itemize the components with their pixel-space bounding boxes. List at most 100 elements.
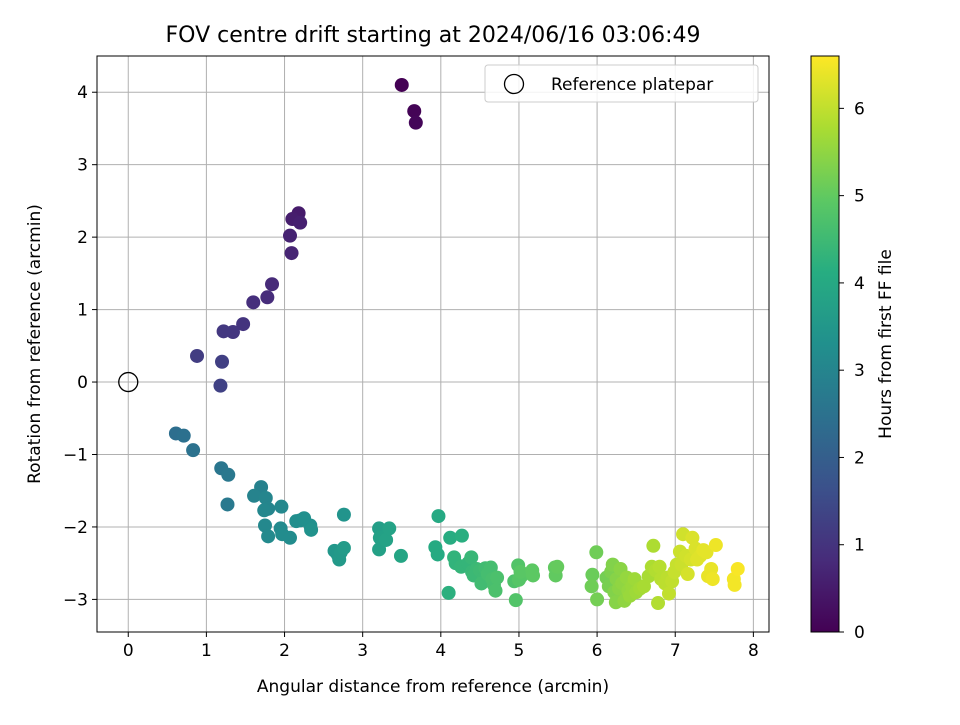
reference-point <box>118 371 139 393</box>
y-tick-label: −1 <box>63 445 88 465</box>
data-point <box>550 559 565 574</box>
data-points <box>168 77 745 611</box>
colorbar-tick-label: 0 <box>854 623 865 643</box>
data-point <box>176 428 191 443</box>
x-tick-label: 4 <box>435 641 446 661</box>
data-point <box>483 560 498 575</box>
data-point <box>247 488 262 503</box>
data-point <box>258 490 273 505</box>
data-point <box>443 530 458 545</box>
colorbar-ticks: 0 1 2 3 4 5 6 <box>839 99 865 643</box>
data-point <box>382 521 397 536</box>
y-tick-label: −3 <box>63 590 88 610</box>
data-point <box>441 585 456 600</box>
data-point <box>730 561 745 576</box>
y-tick-label: −2 <box>63 518 88 538</box>
x-tick-label: 3 <box>357 641 368 661</box>
data-point <box>589 545 604 560</box>
colorbar-tick-label: 1 <box>854 536 865 556</box>
data-point <box>407 104 422 119</box>
data-point <box>661 586 676 601</box>
y-axis-label: Rotation from reference (arcmin) <box>25 204 45 484</box>
colorbar-tick-label: 2 <box>854 448 865 468</box>
data-point <box>186 443 201 458</box>
data-point <box>454 528 469 543</box>
x-tick-label: 6 <box>592 641 603 661</box>
y-axis-ticks: 4 3 2 1 0 −1 −2 −3 <box>63 83 97 610</box>
data-point <box>585 567 600 582</box>
x-axis-label: Angular distance from reference (arcmin) <box>257 677 609 697</box>
data-point <box>304 522 319 537</box>
x-tick-label: 5 <box>514 641 525 661</box>
colorbar-label: Hours from first FF file <box>876 249 896 439</box>
x-tick-label: 0 <box>123 641 134 661</box>
data-point <box>513 564 528 579</box>
colorbar-tick-label: 3 <box>854 361 865 381</box>
data-point <box>293 215 308 230</box>
data-point <box>283 228 298 243</box>
legend-box <box>484 64 759 103</box>
data-point <box>336 507 351 522</box>
data-point <box>215 354 230 369</box>
data-point <box>257 503 272 518</box>
data-point <box>464 550 479 565</box>
colorbar-gradient <box>810 55 840 633</box>
data-point <box>190 348 205 363</box>
data-point <box>430 547 445 562</box>
y-tick-label: 4 <box>77 83 88 103</box>
data-point <box>236 317 251 332</box>
data-point <box>221 467 236 482</box>
x-tick-label: 1 <box>201 641 212 661</box>
data-point <box>283 530 298 545</box>
legend-label: Reference platepar <box>551 75 713 95</box>
data-point <box>265 277 280 292</box>
data-point <box>394 77 409 92</box>
data-point <box>652 559 667 574</box>
data-point <box>379 532 394 547</box>
data-point <box>336 540 351 555</box>
chart-title: FOV centre drift starting at 2024/06/16 … <box>166 23 701 48</box>
data-point <box>261 529 276 544</box>
data-point <box>584 579 599 594</box>
data-point <box>708 538 723 553</box>
data-point <box>216 324 231 339</box>
y-tick-label: 0 <box>77 373 88 393</box>
data-point <box>680 567 695 582</box>
data-point <box>284 246 299 261</box>
data-point <box>705 572 720 587</box>
x-axis-ticks: 0 1 2 3 4 5 6 7 8 <box>123 632 759 661</box>
colorbar: 0 1 2 3 4 5 6 Hours from first FF file <box>810 55 896 643</box>
data-point <box>258 518 272 533</box>
data-point <box>408 115 423 130</box>
data-point <box>508 593 523 608</box>
x-tick-label: 8 <box>748 641 759 661</box>
x-tick-label: 7 <box>670 641 681 661</box>
colorbar-tick-label: 5 <box>854 187 865 207</box>
data-point <box>526 568 541 583</box>
data-point <box>590 592 605 607</box>
x-tick-label: 2 <box>279 641 290 661</box>
colorbar-tick-label: 4 <box>854 274 865 294</box>
data-point <box>685 530 700 545</box>
data-point <box>490 570 505 585</box>
y-tick-label: 1 <box>77 301 88 321</box>
data-point <box>220 497 235 512</box>
legend: Reference platepar <box>484 64 759 103</box>
legend-marker-icon <box>503 73 525 95</box>
data-point <box>431 509 446 524</box>
y-tick-label: 3 <box>77 156 88 176</box>
data-point <box>260 290 275 305</box>
reference-marker <box>118 371 139 393</box>
data-point <box>274 499 289 514</box>
grid-lines <box>97 56 769 632</box>
data-point <box>213 378 228 393</box>
data-point <box>646 538 661 553</box>
plot-frame <box>96 55 770 633</box>
data-point <box>393 548 408 563</box>
colorbar-tick-label: 6 <box>854 99 865 119</box>
data-point <box>246 295 261 310</box>
y-tick-label: 2 <box>77 228 88 248</box>
data-point <box>651 596 666 611</box>
data-point <box>727 577 742 592</box>
